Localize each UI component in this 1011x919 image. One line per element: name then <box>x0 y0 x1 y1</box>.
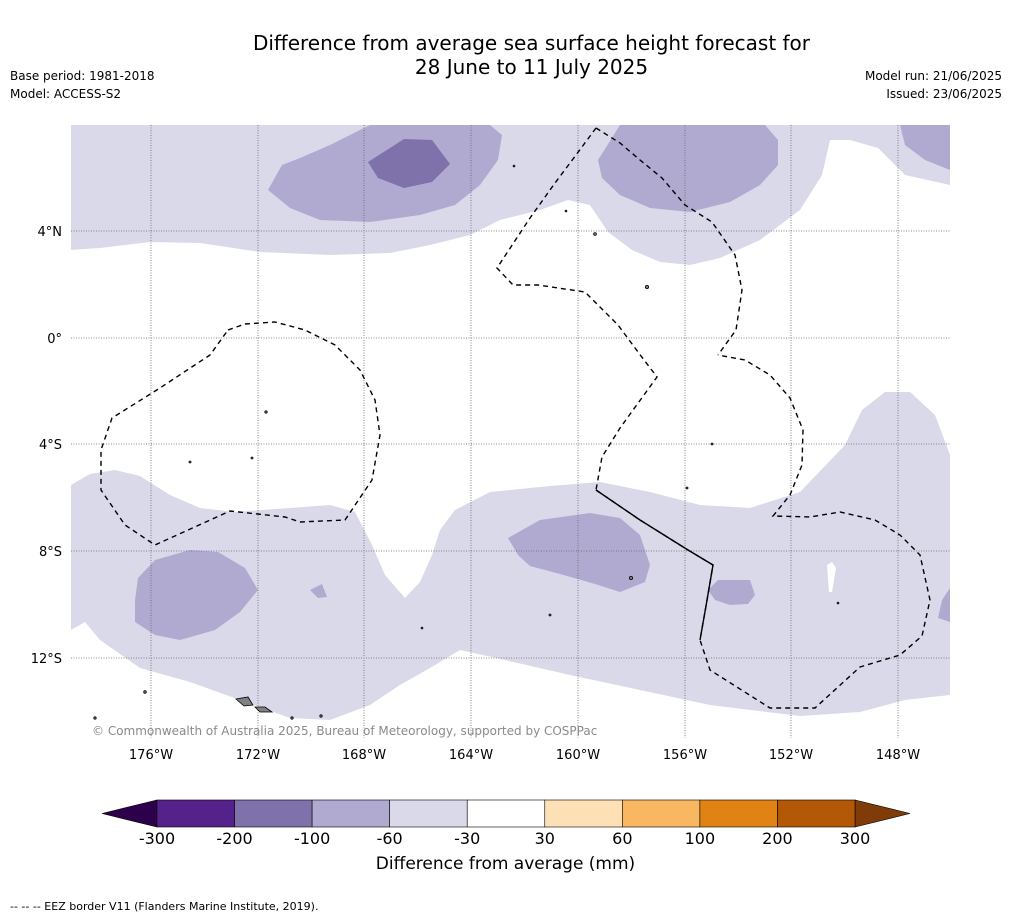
lat-label: 12°S <box>31 652 62 667</box>
island-samoa-1 <box>235 696 254 707</box>
model-run: Model run: 21/06/2025 <box>864 69 1002 83</box>
colorbar-segment <box>234 799 313 828</box>
colorbar-segment <box>544 799 623 828</box>
island-16 <box>512 164 516 168</box>
colorbar-over-arrow <box>854 799 911 828</box>
colorbar-segment <box>777 799 856 828</box>
colorbar-segment <box>311 799 390 828</box>
colorbar-tick-label: 100 <box>685 829 716 848</box>
lat-label: 8°S <box>39 545 62 560</box>
contour-south-mid-2 <box>508 513 650 592</box>
contour-north-mid-3 <box>900 125 950 170</box>
lon-label: 176°W <box>129 748 173 763</box>
island-13 <box>93 716 97 720</box>
contour-south-mid-5 <box>938 588 950 622</box>
contour-south-mid-3 <box>708 580 755 605</box>
lon-label: 148°W <box>876 748 920 763</box>
lon-label: 160°W <box>556 748 600 763</box>
latitude-labels: 4°N 0° 4°S 8°S 12°S <box>31 225 62 667</box>
model-name: Model: ACCESS-S2 <box>10 87 122 101</box>
island-3 <box>264 410 268 414</box>
meta-left: Base period: 1981-2018 Model: ACCESS-S2 <box>10 67 155 103</box>
island-4 <box>250 456 254 460</box>
title-line-1: Difference from average sea surface heig… <box>252 31 811 55</box>
copyright-notice: © Commonwealth of Australia 2025, Bureau… <box>92 724 598 738</box>
gridlines <box>71 125 950 738</box>
lon-label: 164°W <box>449 748 493 763</box>
colorbar: -300 -200 -100 -60 -30 30 60 100 200 300 <box>101 799 911 848</box>
lon-label: 168°W <box>342 748 386 763</box>
lat-label: 4°S <box>39 438 62 453</box>
island-1 <box>593 232 597 236</box>
island-14 <box>420 626 424 630</box>
island-6 <box>629 576 634 581</box>
island-17 <box>564 209 568 213</box>
colorbar-tick-label: -30 <box>454 829 480 848</box>
lon-label: 156°W <box>663 748 707 763</box>
lat-label: 0° <box>47 332 62 347</box>
longitude-labels: 176°W 172°W 168°W 164°W 160°W 156°W 152°W 148°W <box>129 748 920 763</box>
colorbar-tick-label: -300 <box>139 829 175 848</box>
contour-north-mid-2 <box>598 125 778 212</box>
island-9 <box>685 486 689 490</box>
eez-border-kiribati-line <box>595 127 743 356</box>
eez-border-kiribati-west <box>496 127 658 491</box>
island-samoa-2 <box>254 706 274 713</box>
colorbar-segment <box>466 799 546 828</box>
island-15 <box>836 601 840 605</box>
contour-south-light <box>71 392 950 720</box>
contour-south-mid-1 <box>135 550 258 640</box>
eez-border-solid <box>595 489 714 641</box>
eez-legend-note: -- -- -- EEZ border V11 (Flanders Marine… <box>10 900 319 913</box>
base-period: Base period: 1981-2018 <box>10 69 155 83</box>
colorbar-tick-label: 30 <box>535 829 555 848</box>
meta-right: Model run: 21/06/2025 Issued: 23/06/2025 <box>865 67 1002 103</box>
colorbar-tick-label: 300 <box>840 829 871 848</box>
island-7 <box>143 690 147 694</box>
island-12 <box>290 716 294 720</box>
colorbar-tick-label: -100 <box>294 829 330 848</box>
colorbar-segment <box>622 799 701 828</box>
lon-label: 152°W <box>769 748 813 763</box>
islands <box>93 164 840 720</box>
colorbar-segment <box>156 799 235 828</box>
map-title: Difference from average sea surface heig… <box>0 31 1011 79</box>
colorbar-tick-label: 200 <box>762 829 793 848</box>
island-8 <box>548 613 552 617</box>
lon-label: 172°W <box>236 748 280 763</box>
contour-white-hole <box>827 562 836 592</box>
colorbar-tick-label: -60 <box>377 829 403 848</box>
eez-border-tokelau <box>100 321 381 546</box>
colorbar-tick-label: 60 <box>612 829 632 848</box>
island-11 <box>319 714 323 718</box>
island-2 <box>645 284 650 289</box>
title-line-2: 28 June to 11 July 2025 <box>414 55 649 79</box>
island-5 <box>188 460 192 464</box>
colorbar-under-arrow <box>101 799 158 828</box>
lat-label: 4°N <box>38 225 63 240</box>
contour-north-dark <box>368 139 450 188</box>
island-10 <box>710 442 714 446</box>
colorbar-label: Difference from average (mm) <box>375 854 636 874</box>
issued-date: Issued: 23/06/2025 <box>886 87 1002 101</box>
colorbar-segment <box>389 799 468 828</box>
contour-south-mid-4 <box>310 584 327 598</box>
map-area <box>71 125 950 738</box>
colorbar-tick-label: -200 <box>216 829 252 848</box>
colorbar-segment <box>699 799 778 828</box>
